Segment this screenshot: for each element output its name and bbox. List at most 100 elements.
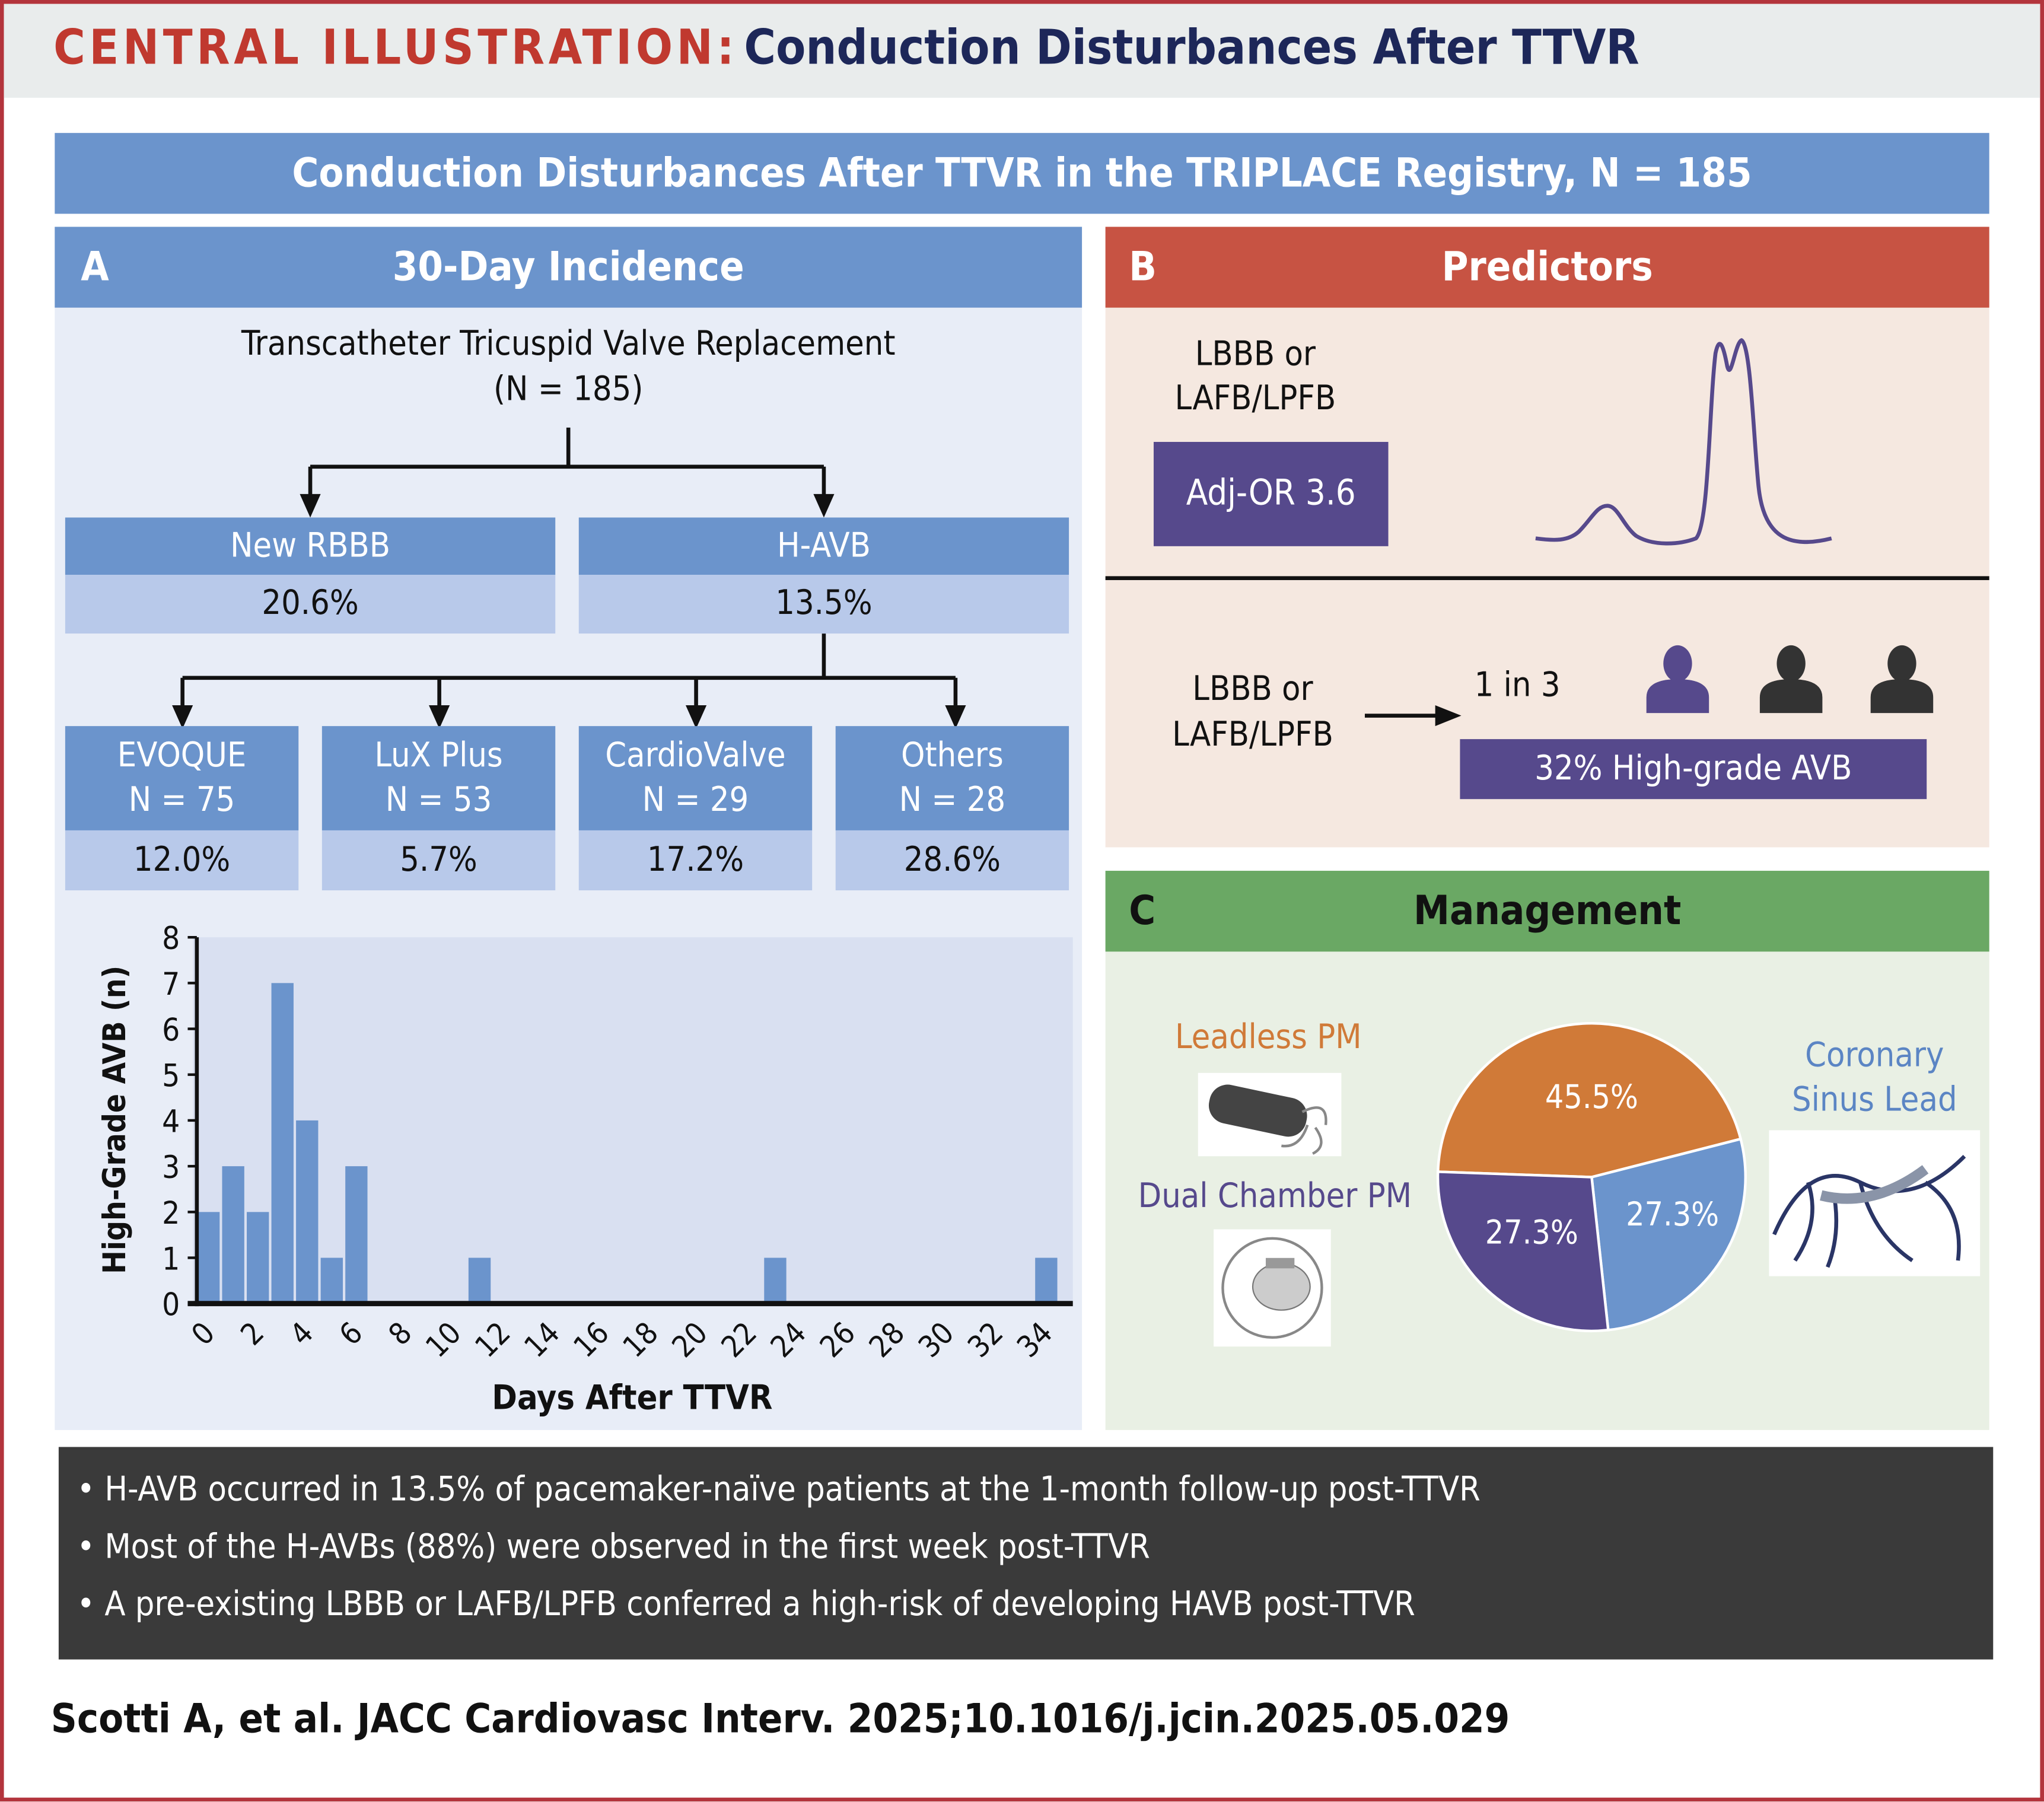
panel-a-letter: A <box>81 243 109 291</box>
bar <box>320 1257 343 1304</box>
valve-name: Others <box>901 736 1004 776</box>
valve-havb-rate: 12.0% <box>65 830 299 891</box>
valve-havb-rate: 5.7% <box>321 830 556 891</box>
predictor-line1: LBBB or <box>1195 335 1316 374</box>
valve-n: N = 53 <box>385 781 492 820</box>
root-line2: (N = 185) <box>494 370 644 410</box>
pie-slice-label: 27.3% <box>1485 1214 1578 1252</box>
x-tick-label: 26 <box>813 1315 862 1364</box>
pie-slice-label: 27.3% <box>1626 1195 1719 1233</box>
valve-box-header: LuX Plus N = 53 <box>321 726 556 830</box>
y-tick-label: 5 <box>162 1058 180 1094</box>
x-tick-label: 14 <box>517 1315 566 1364</box>
bar <box>271 983 294 1304</box>
bullet-1: • H-AVB occurred in 13.5% of pacemaker-n… <box>77 1470 1481 1510</box>
predictor2-line2: LAFB/LPFB <box>1172 715 1333 755</box>
bar <box>197 1212 220 1304</box>
people-icons <box>1646 645 1934 714</box>
pie-slice <box>1436 1022 1743 1179</box>
y-tick-label: 7 <box>162 966 180 1002</box>
y-tick-label: 8 <box>162 921 180 957</box>
citation: Scotti A, et al. JACC Cardiovasc Interv.… <box>50 1696 1510 1743</box>
pie-slice <box>1436 1170 1610 1333</box>
divider <box>1105 576 1989 580</box>
y-tick-label: 4 <box>162 1104 180 1140</box>
new-rbbb-label: New RBBB <box>65 517 556 575</box>
y-tick-label: 6 <box>162 1012 180 1048</box>
x-tick-label: 28 <box>862 1315 912 1364</box>
x-axis-label: Days After TTVR <box>492 1378 772 1418</box>
root-line1: Transcatheter Tricuspid Valve Replacemen… <box>241 324 896 364</box>
panel-a-title: 30-Day Incidence <box>392 243 744 291</box>
valve-name: EVOQUE <box>117 736 247 776</box>
y-tick-label: 2 <box>162 1195 180 1231</box>
bar <box>222 1166 244 1304</box>
valve-havb-rate: 17.2% <box>578 830 813 891</box>
panel-b-header: B Predictors <box>1105 227 1989 308</box>
bar <box>247 1212 269 1304</box>
pie-slice-label: 45.5% <box>1545 1078 1638 1116</box>
valve-box-header: Others N = 28 <box>835 726 1069 830</box>
coronary-sinus-line1: Coronary <box>1805 1036 1944 1076</box>
panel-c-title: Management <box>1413 887 1682 935</box>
x-tick-label: 10 <box>419 1315 468 1364</box>
valve-havb-rate: 28.6% <box>835 830 1069 891</box>
x-tick-label: 24 <box>764 1315 813 1364</box>
header-label: CENTRAL ILLUSTRATION: <box>53 19 738 76</box>
x-tick-label: 4 <box>283 1315 320 1352</box>
panel-c-header: C Management <box>1105 871 1989 952</box>
bar <box>764 1257 787 1304</box>
panel-b-title: Predictors <box>1441 243 1653 291</box>
bar <box>468 1257 491 1304</box>
x-tick-label: 8 <box>381 1315 418 1352</box>
x-tick-label: 30 <box>912 1315 961 1364</box>
x-tick-label: 6 <box>332 1315 369 1352</box>
bullet-3: • A pre-existing LBBB or LAFB/LPFB confe… <box>77 1585 1415 1625</box>
leadless-label: Leadless PM <box>1175 1018 1362 1058</box>
person-icon <box>1759 645 1823 714</box>
header-title: Conduction Disturbances After TTVR <box>744 19 1639 76</box>
valve-n: N = 28 <box>899 781 1006 820</box>
valve-name: LuX Plus <box>374 736 503 776</box>
tree-connectors <box>172 427 966 729</box>
coronary-sinus-label: Coronary Sinus Lead <box>1763 1034 1985 1122</box>
management-pie-chart: 45.5% 27.3% 27.3% <box>1436 1022 1747 1333</box>
plot-area <box>193 937 1073 1304</box>
pie-slice <box>1590 1137 1747 1332</box>
ecg-waveform-icon <box>1535 338 1832 546</box>
person-icon <box>1870 645 1934 714</box>
y-tick-label: 3 <box>162 1150 180 1186</box>
key-findings: • H-AVB occurred in 13.5% of pacemaker-n… <box>58 1447 1994 1660</box>
y-tick-label: 0 <box>162 1287 180 1323</box>
adj-or-badge: Adj-OR 3.6 <box>1153 442 1389 546</box>
banner: Conduction Disturbances After TTVR in th… <box>55 133 1989 214</box>
y-axis-label: High-Grade AVB (n) <box>97 966 133 1274</box>
bar <box>296 1120 319 1304</box>
bullet-2: • Most of the H-AVBs (88%) were observed… <box>77 1527 1150 1567</box>
coronary-sinus-lead-image <box>1769 1130 1981 1276</box>
valve-box-header: CardioValve N = 29 <box>578 726 813 830</box>
x-tick-label: 12 <box>468 1315 517 1364</box>
x-tick-label: 32 <box>961 1315 1010 1364</box>
new-rbbb-value: 20.6% <box>65 575 556 634</box>
coronary-sinus-line2: Sinus Lead <box>1791 1080 1957 1120</box>
dual-chamber-pacemaker-image <box>1214 1229 1331 1347</box>
header: CENTRAL ILLUSTRATION: Conduction Disturb… <box>4 4 2040 98</box>
x-tick-label: 16 <box>566 1315 616 1364</box>
x-tick-label: 34 <box>1010 1315 1059 1364</box>
predictor2-line1: LBBB or <box>1192 670 1313 709</box>
valve-box-header: EVOQUE N = 75 <box>65 726 299 830</box>
panel-c-letter: C <box>1129 887 1156 935</box>
valve-name: CardioValve <box>605 736 786 776</box>
y-tick-label: 1 <box>162 1241 180 1277</box>
valve-n: N = 75 <box>128 781 235 820</box>
dual-chamber-label: Dual Chamber PM <box>1138 1177 1412 1217</box>
leadless-pacemaker-image <box>1198 1072 1342 1157</box>
havb-rate-badge: 32% High-grade AVB <box>1460 739 1927 800</box>
person-icon <box>1646 645 1709 714</box>
ratio-text: 1 in 3 <box>1474 666 1561 705</box>
x-tick-label: 18 <box>616 1315 665 1364</box>
havb-label: H-AVB <box>578 517 1069 575</box>
